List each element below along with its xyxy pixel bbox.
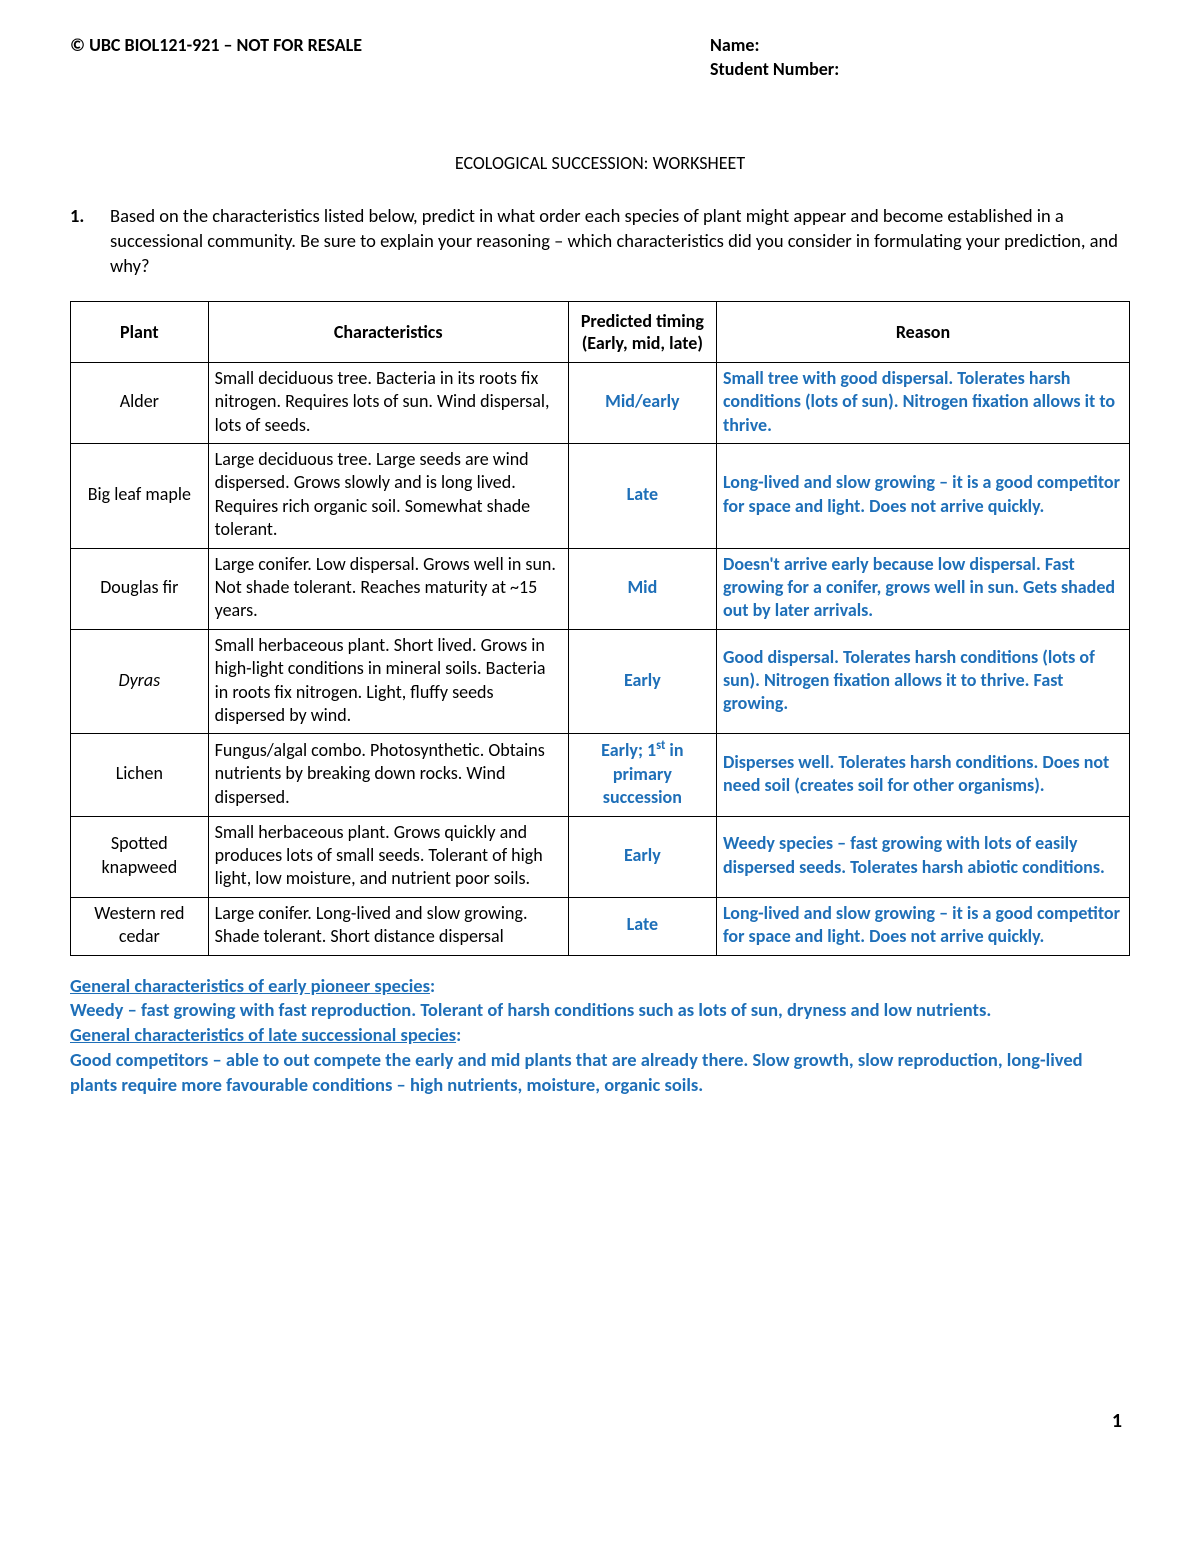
plant-name-cell: Big leaf maple bbox=[71, 444, 209, 549]
general-notes: General characteristics of early pioneer… bbox=[70, 974, 1130, 1099]
timing-cell: Early bbox=[568, 629, 716, 734]
question-number: 1. bbox=[70, 204, 110, 279]
student-info-block: Name: Student Number: bbox=[710, 34, 1130, 82]
characteristics-cell: Large deciduous tree. Large seeds are wi… bbox=[208, 444, 568, 549]
characteristics-cell: Fungus/algal combo. Photosynthetic. Obta… bbox=[208, 734, 568, 816]
early-species-notes: General characteristics of early pioneer… bbox=[70, 974, 1130, 999]
late-species-body: Good competitors – able to out compete t… bbox=[70, 1048, 1130, 1098]
worksheet-page: © UBC BIOL121-921 – NOT FOR RESALE Name:… bbox=[0, 0, 1200, 1553]
timing-cell: Mid bbox=[568, 548, 716, 629]
table-header-row: Plant Characteristics Predicted timing (… bbox=[71, 301, 1130, 362]
student-number-label: Student Number: bbox=[710, 58, 1130, 80]
timing-cell: Early bbox=[568, 816, 716, 897]
characteristics-cell: Small herbaceous plant. Short lived. Gro… bbox=[208, 629, 568, 734]
reason-cell: Disperses well. Tolerates harsh conditio… bbox=[716, 734, 1129, 816]
plant-name-cell: Dyras bbox=[71, 629, 209, 734]
late-species-notes: General characteristics of late successi… bbox=[70, 1023, 1130, 1048]
col-header-plant: Plant bbox=[71, 301, 209, 362]
table-row: LichenFungus/algal combo. Photosynthetic… bbox=[71, 734, 1130, 816]
plant-name-cell: Lichen bbox=[71, 734, 209, 816]
plant-name-cell: Alder bbox=[71, 362, 209, 443]
table-row: DyrasSmall herbaceous plant. Short lived… bbox=[71, 629, 1130, 734]
timing-cell: Early; 1st in primary succession bbox=[568, 734, 716, 816]
reason-cell: Long-lived and slow growing – it is a go… bbox=[716, 897, 1129, 955]
table-row: Western red cedarLarge conifer. Long-liv… bbox=[71, 897, 1130, 955]
timing-cell: Late bbox=[568, 897, 716, 955]
characteristics-cell: Large conifer. Low dispersal. Grows well… bbox=[208, 548, 568, 629]
question-text: Based on the characteristics listed belo… bbox=[110, 204, 1130, 279]
characteristics-cell: Small herbaceous plant. Grows quickly an… bbox=[208, 816, 568, 897]
table-row: Spotted knapweedSmall herbaceous plant. … bbox=[71, 816, 1130, 897]
question-1: 1. Based on the characteristics listed b… bbox=[70, 204, 1130, 279]
reason-cell: Small tree with good dispersal. Tolerate… bbox=[716, 362, 1129, 443]
plant-name-cell: Douglas fir bbox=[71, 548, 209, 629]
page-header: © UBC BIOL121-921 – NOT FOR RESALE Name:… bbox=[70, 34, 1130, 82]
table-row: Big leaf mapleLarge deciduous tree. Larg… bbox=[71, 444, 1130, 549]
early-species-body: Weedy – fast growing with fast reproduct… bbox=[70, 998, 1130, 1023]
name-label: Name: bbox=[710, 34, 1130, 56]
late-heading: General characteristics of late successi… bbox=[70, 1023, 456, 1046]
reason-cell: Long-lived and slow growing – it is a go… bbox=[716, 444, 1129, 549]
timing-cell: Mid/early bbox=[568, 362, 716, 443]
early-heading: General characteristics of early pioneer… bbox=[70, 974, 430, 997]
plant-name-cell: Western red cedar bbox=[71, 897, 209, 955]
plant-name-cell: Spotted knapweed bbox=[71, 816, 209, 897]
col-header-characteristics: Characteristics bbox=[208, 301, 568, 362]
page-number: 1 bbox=[1112, 1409, 1122, 1433]
succession-table: Plant Characteristics Predicted timing (… bbox=[70, 301, 1130, 956]
timing-cell: Late bbox=[568, 444, 716, 549]
characteristics-cell: Large conifer. Long-lived and slow growi… bbox=[208, 897, 568, 955]
col-header-reason: Reason bbox=[716, 301, 1129, 362]
course-copyright: © UBC BIOL121-921 – NOT FOR RESALE bbox=[70, 34, 362, 82]
col-header-timing: Predicted timing (Early, mid, late) bbox=[568, 301, 716, 362]
reason-cell: Good dispersal. Tolerates harsh conditio… bbox=[716, 629, 1129, 734]
characteristics-cell: Small deciduous tree. Bacteria in its ro… bbox=[208, 362, 568, 443]
reason-cell: Doesn't arrive early because low dispers… bbox=[716, 548, 1129, 629]
worksheet-title: ECOLOGICAL SUCCESSION: WORKSHEET bbox=[70, 152, 1130, 174]
reason-cell: Weedy species – fast growing with lots o… bbox=[716, 816, 1129, 897]
table-row: AlderSmall deciduous tree. Bacteria in i… bbox=[71, 362, 1130, 443]
table-row: Douglas firLarge conifer. Low dispersal.… bbox=[71, 548, 1130, 629]
